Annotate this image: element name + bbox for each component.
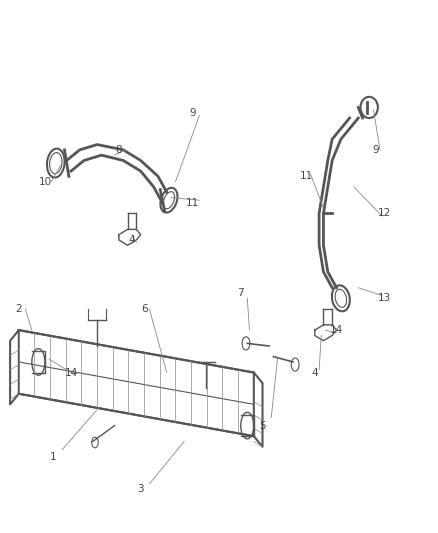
Text: 9: 9 — [372, 145, 379, 155]
Text: 7: 7 — [237, 288, 244, 298]
Text: 4: 4 — [129, 235, 135, 245]
Text: 11: 11 — [186, 198, 200, 208]
Text: 14: 14 — [64, 368, 78, 377]
Text: 11: 11 — [300, 172, 313, 181]
Text: 1: 1 — [50, 453, 57, 463]
Text: 3: 3 — [138, 484, 144, 494]
Text: 2: 2 — [15, 304, 22, 314]
Text: 12: 12 — [378, 208, 391, 219]
Text: 8: 8 — [116, 145, 122, 155]
Text: 4: 4 — [311, 368, 318, 377]
Text: 10: 10 — [39, 176, 52, 187]
Text: 6: 6 — [142, 304, 148, 314]
Text: 5: 5 — [259, 421, 266, 431]
Text: 13: 13 — [378, 293, 391, 303]
Text: 14: 14 — [330, 325, 343, 335]
Text: 9: 9 — [190, 108, 196, 118]
